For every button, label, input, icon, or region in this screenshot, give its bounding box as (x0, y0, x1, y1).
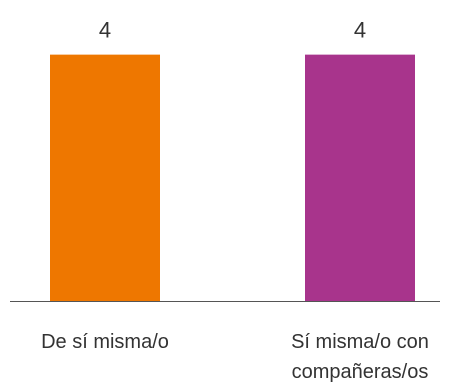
category-label-line: compañeras/os (292, 361, 429, 383)
category-label-1: De sí misma/o (41, 331, 169, 353)
value-label-2: 4 (354, 18, 366, 43)
value-label-1: 4 (99, 18, 111, 43)
bar-2 (305, 54, 415, 301)
bar-1 (50, 54, 160, 301)
category-label-line: De sí misma/o (41, 331, 169, 353)
category-label-line: Sí misma/o con (291, 331, 429, 353)
category-label-2: Sí misma/o con compañeras/os (291, 331, 429, 383)
